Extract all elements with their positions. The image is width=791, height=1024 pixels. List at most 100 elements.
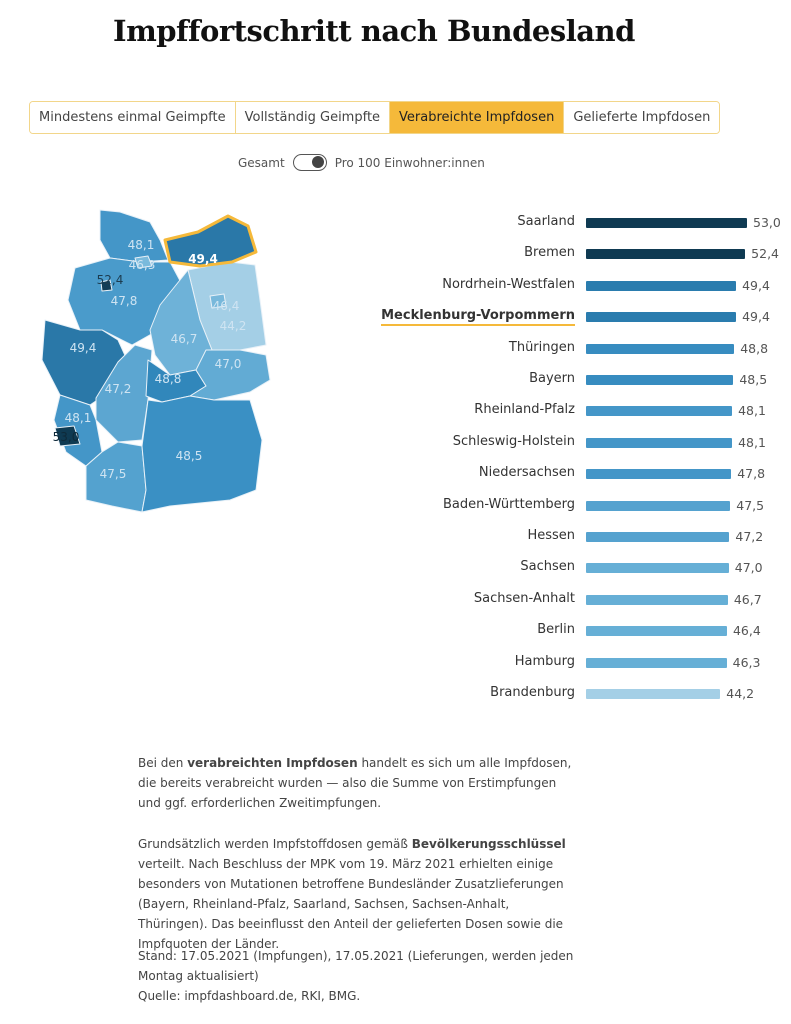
bar-row[interactable]: Rheinland-Pfalz 48,1 <box>0 402 791 422</box>
bar-value: 47,8 <box>737 466 766 482</box>
map-label-by: 48,5 <box>176 449 203 463</box>
map-state-berlin[interactable] <box>209 293 227 309</box>
bar-value: 49,4 <box>742 309 770 325</box>
bar-row[interactable]: Berlin 46,4 <box>0 622 791 642</box>
map-label-he: 47,2 <box>105 382 132 396</box>
bar-row[interactable]: Schleswig-Holstein 48,1 <box>0 434 791 454</box>
map-label-hb: 52,4 <box>97 273 124 287</box>
toggle-left-label: Gesamt <box>238 155 285 170</box>
bar-label: Baden-Württemberg <box>443 496 575 512</box>
map-label-sl: 53,0 <box>53 430 80 444</box>
bar <box>586 343 735 354</box>
tab-gelieferte[interactable]: Gelieferte Impfdosen <box>564 102 720 133</box>
bar-label: Bremen <box>524 245 575 261</box>
bar-label: Bayern <box>529 371 575 386</box>
map-state-saarland[interactable] <box>54 425 81 447</box>
tab-verabreichte[interactable]: Verabreichte Impfdosen <box>390 102 565 133</box>
bar <box>586 218 747 228</box>
stand-text: Stand: 17.05.2021 (Impfungen), 17.05.202… <box>138 949 574 983</box>
bar <box>586 563 729 574</box>
bar <box>586 657 727 668</box>
bar <box>586 437 733 448</box>
bar-row[interactable]: Hessen 47,2 <box>0 528 791 548</box>
map-state-schleswig-holstein[interactable] <box>99 209 169 263</box>
bar <box>586 500 731 511</box>
bar <box>586 626 727 637</box>
desc-p2-post: verteilt. Nach Beschluss der MPK vom 19.… <box>138 857 564 951</box>
bar <box>586 689 721 699</box>
bar-label: Sachsen-Anhalt <box>473 590 575 606</box>
map-label-ni: 47,8 <box>111 294 138 308</box>
bar-row[interactable]: Sachsen 47,0 <box>0 559 791 579</box>
bar-row[interactable]: Bayern 48,5 <box>0 371 791 391</box>
map-state-bremen[interactable] <box>100 279 113 292</box>
bar-label: Berlin <box>537 622 575 638</box>
tab-mindestens-einmal[interactable]: Mindestens einmal Geimpfte <box>30 102 236 133</box>
bar-value: 46,7 <box>733 591 762 607</box>
bar-label: Saarland <box>517 214 575 229</box>
map-label-be: 46,4 <box>213 299 240 313</box>
bar-row[interactable]: Saarland 53,0 <box>0 214 791 234</box>
unit-toggle-row: Gesamt Pro 100 Einwohner:innen <box>238 154 485 171</box>
desc-p2-pre: Grundsätzlich werden Impfstoffdosen gemä… <box>138 837 412 851</box>
map-label-bb: 44,2 <box>220 319 247 333</box>
metric-tabs: Mindestens einmal Geimpfte Vollständig G… <box>29 101 721 134</box>
bar-value: 46,4 <box>732 623 761 639</box>
source-note: Stand: 17.05.2021 (Impfungen), 17.05.202… <box>138 946 578 1006</box>
page-title: Impffortschritt nach Bundesland <box>113 14 635 48</box>
toggle-knob <box>311 156 324 168</box>
bar-label: Hessen <box>527 528 575 543</box>
tab-vollstaendig[interactable]: Vollständig Geimpfte <box>235 102 391 133</box>
map-state-sachsen[interactable] <box>189 349 271 401</box>
bar-row[interactable]: Hamburg 46,3 <box>0 654 791 674</box>
bar-row[interactable]: Mecklenburg-Vorpommern 49,4 <box>0 308 791 328</box>
bar-row[interactable]: Bremen 52,4 <box>0 245 791 265</box>
desc-p2-bold: Bevölkerungsschlüssel <box>411 837 566 851</box>
map-label-bw: 47,5 <box>100 467 127 481</box>
bar-value: 47,0 <box>734 560 763 576</box>
desc-p1-bold: verabreichten Impfdosen <box>187 756 358 770</box>
bar <box>586 594 728 605</box>
bar <box>586 249 746 260</box>
bar-row[interactable]: Nordrhein-Westfalen 49,4 <box>0 277 791 297</box>
map-state-hessen[interactable] <box>95 344 153 443</box>
map-state-mecklenburg-vorpommern[interactable] <box>163 214 258 268</box>
bar-label: Thüringen <box>508 339 575 355</box>
bar <box>586 469 732 480</box>
description-p1: Bei den verabreichten Impfdosen handelt … <box>138 753 578 813</box>
desc-p1-pre: Bei den <box>138 756 188 770</box>
map-label-sh: 48,1 <box>128 238 155 252</box>
map-label-sn: 47,0 <box>215 357 242 371</box>
bar-value: 44,2 <box>726 686 755 701</box>
map-label-st: 46,7 <box>171 332 198 346</box>
bar-label: Sachsen <box>520 559 575 575</box>
desc-p1-post: handelt es sich um alle Impfdosen, die b… <box>138 756 572 810</box>
bar-row[interactable]: Baden-Württemberg 47,5 <box>0 497 791 517</box>
bar <box>586 532 730 542</box>
bar-value: 47,5 <box>736 497 765 513</box>
map-label-mv: 49,4 <box>188 252 218 266</box>
bar-label: Niedersachsen <box>478 465 575 481</box>
bar-label: Schleswig-Holstein <box>452 433 575 449</box>
map-label-nw: 49,4 <box>70 341 97 355</box>
quelle-text: Quelle: impfdashboard.de, RKI, BMG. <box>138 989 361 1003</box>
bar-label: Rheinland-Pfalz <box>474 402 575 418</box>
map-label-th: 48,8 <box>155 372 182 386</box>
bar <box>586 375 734 385</box>
map-label-rp: 48,1 <box>65 411 92 425</box>
map-state-hamburg[interactable] <box>134 255 153 269</box>
map-label-hh: 46,3 <box>129 258 156 272</box>
bar-row[interactable]: Sachsen-Anhalt 46,7 <box>0 591 791 611</box>
bar <box>586 312 737 323</box>
bar-value: 48,8 <box>740 340 769 356</box>
bar-label: Nordrhein-Westfalen <box>442 276 575 292</box>
bar-row[interactable]: Thüringen 48,8 <box>0 340 791 360</box>
bar-row[interactable]: Niedersachsen 47,8 <box>0 465 791 485</box>
unit-toggle-switch[interactable] <box>292 154 327 171</box>
bar-row[interactable]: Brandenburg 44,2 <box>0 685 791 705</box>
bar-label: Mecklenburg-Vorpommern <box>381 308 575 327</box>
map-state-bayern[interactable] <box>141 395 263 513</box>
bar-value: 53,0 <box>753 215 781 230</box>
